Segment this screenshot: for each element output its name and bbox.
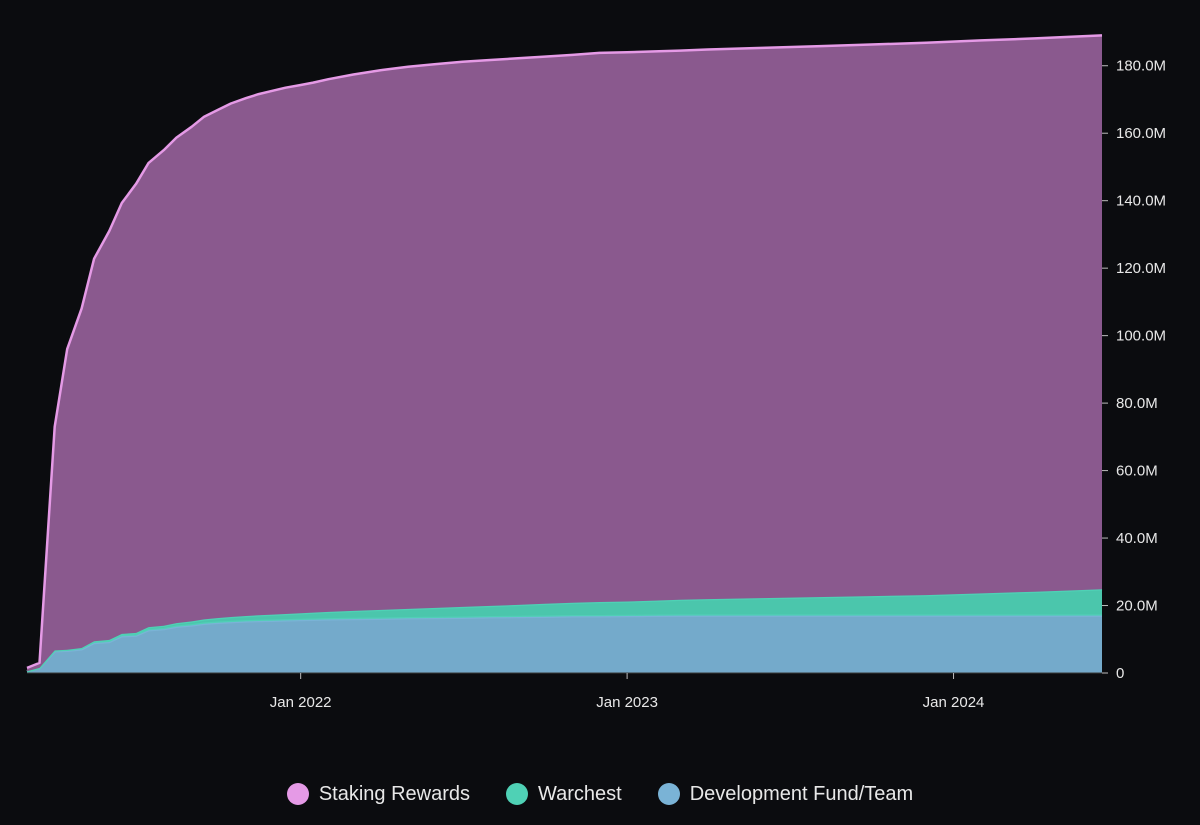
y-tick-label: 20.0M — [1116, 598, 1158, 615]
y-tick-label: 120.0M — [1116, 260, 1166, 277]
series-area-development-fund-team — [27, 615, 1102, 673]
legend-label-development-fund-team: Development Fund/Team — [689, 782, 914, 805]
series-area-staking-rewards — [27, 35, 1102, 672]
x-tick-label: Jan 2022 — [270, 694, 332, 711]
y-tick-label: 80.0M — [1116, 395, 1158, 412]
y-tick-label: 160.0M — [1116, 125, 1166, 142]
stacked-area-chart: 0 20.0M 40.0M 60.0M 80.0M 100.0M 120.0M 140.0M 1… — [26, 34, 1166, 711]
legend-dot-development-fund-team — [657, 783, 680, 805]
x-tick-label: Jan 2023 — [596, 694, 658, 711]
x-tick-label: Jan 2024 — [923, 694, 985, 711]
legend: Staking Rewards Warchest Development Fun… — [0, 772, 1200, 816]
y-tick-label: 0 — [1116, 665, 1124, 682]
legend-dot-staking-rewards — [286, 783, 309, 805]
legend-label-warchest: Warchest — [538, 782, 622, 805]
y-tick-label: 100.0M — [1116, 328, 1166, 345]
legend-item-warchest[interactable]: Warchest — [506, 783, 622, 806]
y-tick-label: 140.0M — [1116, 193, 1166, 210]
legend-dot-warchest — [506, 783, 528, 805]
legend-item-staking-rewards[interactable]: Staking Rewards — [286, 782, 470, 806]
legend-item-development-fund-team[interactable]: Development Fund/Team — [657, 782, 914, 806]
series-area-warchest — [27, 589, 1102, 672]
legend-label-staking-rewards: Staking Rewards — [318, 782, 470, 805]
y-tick-label: 40.0M — [1116, 530, 1158, 547]
y-tick-label: 180.0M — [1116, 58, 1166, 75]
y-tick-label: 60.0M — [1116, 463, 1158, 480]
series-line-staking-rewards — [26, 34, 1103, 670]
chart-area: 0 20.0M 40.0M 60.0M 80.0M 100.0M 120.0M 140.0M 1… — [26, 34, 1166, 711]
